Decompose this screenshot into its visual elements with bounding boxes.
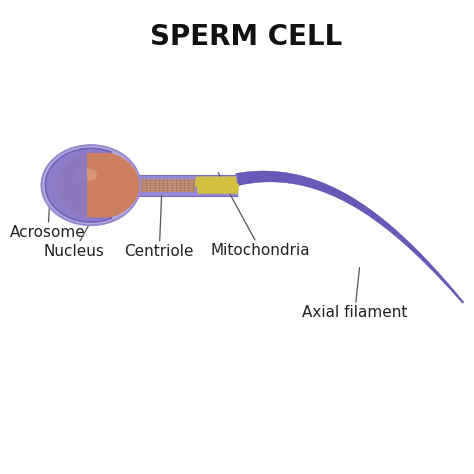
Ellipse shape bbox=[56, 151, 139, 219]
Text: SPERM CELL: SPERM CELL bbox=[150, 23, 343, 51]
Polygon shape bbox=[236, 171, 464, 303]
Polygon shape bbox=[136, 175, 237, 196]
Text: Axial filament: Axial filament bbox=[302, 268, 408, 320]
Text: Centriole: Centriole bbox=[125, 196, 194, 259]
Ellipse shape bbox=[76, 168, 97, 182]
Polygon shape bbox=[138, 179, 195, 192]
Text: Acrosome: Acrosome bbox=[10, 164, 86, 240]
Text: Mitochondria: Mitochondria bbox=[211, 173, 310, 258]
Polygon shape bbox=[46, 148, 111, 222]
Text: Nucleus: Nucleus bbox=[44, 214, 105, 259]
Ellipse shape bbox=[41, 145, 140, 225]
